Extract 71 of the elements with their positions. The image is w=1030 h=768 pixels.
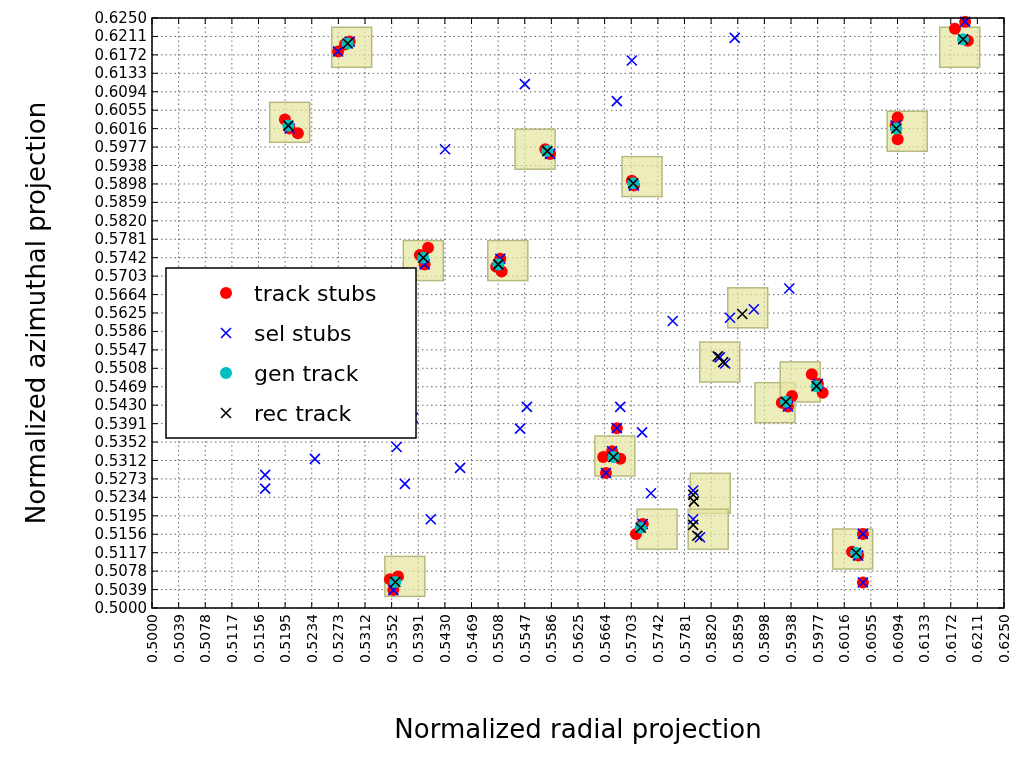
x-tick-label: 0.5273 (330, 614, 347, 663)
x-tick-label: 0.6250 (996, 614, 1012, 663)
y-tick-label: 0.5703 (94, 267, 147, 286)
x-tick-label: 0.6211 (969, 614, 986, 663)
x-tick-label: 0.5352 (383, 614, 400, 663)
x-tick-label: 0.6133 (916, 614, 933, 663)
x-tick-label: 0.6016 (836, 613, 853, 663)
x-tick-label: 0.5430 (436, 614, 453, 663)
x-tick-label: 0.5781 (676, 614, 693, 663)
legend-label: rec track (254, 400, 352, 426)
x-tick-label: 0.6172 (942, 614, 959, 663)
x-tick-label: 0.5703 (623, 614, 640, 663)
x-tick-label: 0.5234 (303, 613, 320, 663)
y-tick-label: 0.5273 (94, 469, 147, 488)
y-tick-label: 0.5352 (94, 433, 147, 452)
y-tick-label: 0.6250 (94, 9, 147, 27)
y-tick-label: 0.5781 (94, 230, 147, 249)
x-tick-label: 0.5586 (543, 613, 560, 663)
y-tick-label: 0.5195 (94, 506, 147, 525)
legend-label: sel stubs (254, 320, 352, 346)
x-tick-label: 0.5156 (250, 613, 267, 663)
y-tick-label: 0.5117 (94, 543, 147, 562)
y-tick-label: 0.6133 (94, 64, 147, 83)
x-tick-label: 0.6094 (889, 613, 906, 663)
x-axis-title: Normalized radial projection (394, 714, 762, 744)
y-tick-label: 0.5977 (94, 138, 147, 157)
x-tick-label: 0.5117 (223, 614, 240, 663)
y-axis-title: Normalized azimuthal projection (21, 101, 51, 525)
y-tick-label: 0.6055 (94, 101, 147, 120)
y-tick-label: 0.5859 (94, 193, 147, 212)
y-tick-label: 0.5625 (94, 304, 147, 322)
x-tick-label: 0.5312 (357, 614, 373, 663)
y-tick-label: 0.5312 (94, 451, 147, 470)
x-tick-label: 0.5742 (649, 614, 666, 663)
y-tick-label: 0.5664 (94, 285, 147, 304)
x-tick-label: 0.5039 (170, 614, 187, 663)
x-tick-label: 0.5547 (516, 614, 533, 663)
y-tick-label: 0.5039 (94, 580, 147, 599)
y-tick-label: 0.6094 (94, 82, 147, 101)
y-tick-label: 0.5391 (94, 414, 147, 433)
y-tick-label: 0.5234 (94, 488, 147, 507)
legend-label: gen track (254, 360, 359, 386)
legend-label: track stubs (254, 280, 377, 306)
x-tick-label: 0.5664 (596, 613, 613, 663)
y-tick-label: 0.5000 (94, 599, 147, 617)
x-tick-label: 0.5469 (463, 614, 480, 663)
x-tick-label: 0.5078 (197, 614, 214, 663)
x-tick-label: 0.5859 (729, 614, 746, 663)
y-tick-label: 0.5156 (94, 525, 147, 544)
y-tick-label: 0.5430 (94, 396, 147, 415)
y-tick-label: 0.6016 (94, 119, 147, 138)
y-tick-label: 0.5938 (94, 156, 147, 175)
x-tick-label: 0.5625 (570, 614, 586, 663)
y-tick-label: 0.5547 (94, 340, 147, 359)
x-tick-label: 0.5820 (703, 614, 720, 663)
y-tick-label: 0.5078 (94, 562, 147, 581)
y-tick-label: 0.6211 (94, 27, 147, 46)
x-tick-label: 0.5938 (783, 614, 799, 663)
y-tick-label: 0.5898 (94, 174, 147, 193)
y-tick-label: 0.5508 (94, 359, 147, 378)
x-tick-label: 0.5508 (490, 614, 507, 663)
x-tick-label: 0.5391 (410, 614, 427, 663)
y-tick-label: 0.5742 (94, 248, 147, 267)
x-tick-label: 0.5898 (756, 614, 773, 663)
y-tick-label: 0.5586 (94, 322, 147, 341)
x-tick-label: 0.5977 (809, 614, 826, 663)
x-tick-label: 0.6055 (862, 614, 879, 663)
y-tick-label: 0.6172 (94, 45, 147, 64)
y-tick-label: 0.5469 (94, 377, 147, 396)
x-tick-label: 0.5195 (277, 614, 294, 663)
y-tick-label: 0.5820 (94, 211, 147, 230)
